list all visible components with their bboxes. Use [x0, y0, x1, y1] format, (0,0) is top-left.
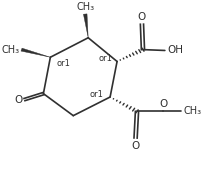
Polygon shape — [83, 14, 88, 38]
Text: or1: or1 — [89, 90, 103, 100]
Text: O: O — [138, 12, 146, 22]
Text: O: O — [132, 141, 140, 151]
Text: or1: or1 — [56, 59, 70, 68]
Text: CH₃: CH₃ — [183, 106, 201, 116]
Text: O: O — [15, 95, 23, 104]
Text: or1: or1 — [98, 54, 112, 63]
Text: CH₃: CH₃ — [1, 45, 20, 55]
Text: O: O — [160, 99, 168, 109]
Polygon shape — [21, 48, 50, 57]
Text: OH: OH — [167, 45, 183, 56]
Text: CH₃: CH₃ — [76, 2, 94, 12]
